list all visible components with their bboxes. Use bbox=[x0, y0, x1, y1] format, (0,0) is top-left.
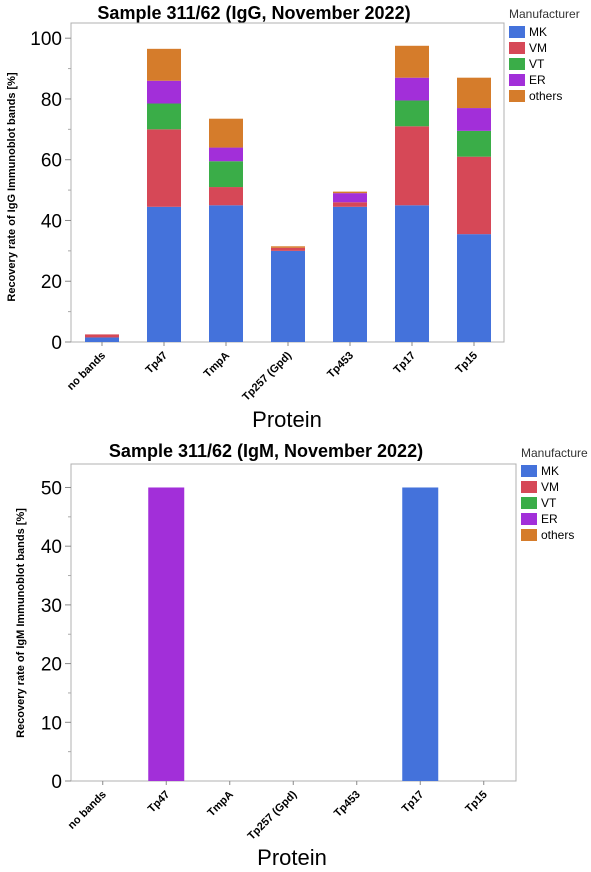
igg-legend: MK VM VT ER others bbox=[509, 25, 562, 103]
igm-x-tick-label: Tp257 (Gpd) bbox=[246, 788, 300, 842]
igg-x-tick-label: Tp17 bbox=[391, 350, 418, 377]
igm-legend-label-er: ER bbox=[541, 512, 558, 526]
igg-legend-swatch-mk bbox=[509, 26, 525, 38]
igg-y-tick-label: 20 bbox=[41, 272, 62, 293]
igm-legend-swatch-vm bbox=[521, 481, 537, 493]
igg-x-tick-label: Tp15 bbox=[453, 350, 480, 377]
igm-legend-swatch-others bbox=[521, 529, 537, 541]
igg-bar-er-5 bbox=[395, 77, 429, 101]
igg-x-ticks: no bands Tp47 TmpA Tp257 (Gpd) Tp453 Tp17 Tp15 bbox=[65, 342, 480, 403]
igg-bar-er-2 bbox=[209, 147, 243, 162]
igm-x-tick-label: no bands bbox=[66, 789, 109, 832]
igm-x-ticks: no bands Tp47 TmpA Tp257 (Gpd) Tp453 Tp17 Tp15 bbox=[66, 781, 490, 842]
igg-bar-mk-3 bbox=[271, 250, 305, 342]
igg-bar-er-1 bbox=[147, 80, 181, 104]
igg-y-tick-label: 0 bbox=[51, 333, 62, 354]
igg-y-tick-label: 60 bbox=[41, 151, 62, 172]
igm-y-axis-label: Recovery rate of IgM Immunoblot bands [%… bbox=[15, 508, 27, 738]
igg-chart-title: Sample 311/62 (IgG, November 2022) bbox=[97, 3, 410, 23]
igg-bar-mk-6 bbox=[457, 234, 491, 342]
igm-bar-mk-5 bbox=[402, 487, 439, 781]
igm-y-tick-label: 0 bbox=[51, 772, 62, 793]
igm-x-tick-label: Tp17 bbox=[400, 789, 427, 816]
igg-y-axis-label: Recovery rate of IgG Immunoblot bands [%… bbox=[6, 72, 18, 302]
igm-legend-label-vt: VT bbox=[541, 496, 557, 510]
igg-legend-label-vm: VM bbox=[529, 41, 547, 55]
igg-x-tick-label: Tp47 bbox=[143, 350, 170, 377]
igg-y-ticks: 0 20 40 60 80 100 bbox=[30, 29, 71, 354]
igm-chart-title: Sample 311/62 (IgM, November 2022) bbox=[109, 441, 423, 461]
igg-x-tick-label: Tp257 (Gpd) bbox=[240, 349, 294, 403]
igg-bar-mk-4 bbox=[333, 206, 367, 342]
igg-bar-er-4 bbox=[333, 193, 367, 203]
igg-legend-label-mk: MK bbox=[529, 25, 547, 39]
igg-bar-vt-2 bbox=[209, 161, 243, 188]
igg-bar-mk-1 bbox=[147, 206, 181, 342]
igg-bar-vt-1 bbox=[147, 103, 181, 130]
igm-plot-frame bbox=[70, 463, 517, 782]
igg-y-tick-label: 80 bbox=[41, 90, 62, 111]
igg-bar-er-6 bbox=[457, 108, 491, 131]
igm-y-tick-label: 40 bbox=[41, 537, 62, 558]
igg-legend-swatch-vm bbox=[509, 42, 525, 54]
igm-y-tick-label: 50 bbox=[41, 478, 62, 499]
igm-y-tick-label: 30 bbox=[41, 596, 62, 617]
igm-legend-swatch-er bbox=[521, 513, 537, 525]
igg-bar-others-3 bbox=[271, 246, 305, 248]
igm-legend-title: Manufacture bbox=[521, 446, 588, 460]
igm-x-tick-label: Tp47 bbox=[146, 789, 173, 816]
igm-x-tick-label: TmpA bbox=[205, 789, 236, 820]
igg-bar-others-6 bbox=[457, 77, 491, 109]
igg-bar-others-5 bbox=[395, 45, 429, 78]
igg-bar-vm-2 bbox=[209, 187, 243, 206]
igg-bar-vm-5 bbox=[395, 126, 429, 206]
igm-legend-label-vm: VM bbox=[541, 480, 559, 494]
igg-bar-vt-5 bbox=[395, 100, 429, 127]
igg-bar-vm-3 bbox=[271, 247, 305, 251]
igm-bars bbox=[148, 487, 439, 781]
igm-y-ticks: 0 10 20 30 40 50 bbox=[41, 478, 71, 793]
igm-x-tick-label: Tp15 bbox=[463, 789, 490, 816]
igg-bar-vm-0 bbox=[85, 334, 119, 338]
igg-x-axis-label: Protein bbox=[252, 407, 322, 432]
igm-legend-swatch-vt bbox=[521, 497, 537, 509]
igg-legend-label-er: ER bbox=[529, 73, 546, 87]
igg-bar-vt-6 bbox=[457, 130, 491, 157]
igm-x-tick-label: Tp453 bbox=[332, 789, 363, 820]
igm-legend-swatch-mk bbox=[521, 465, 537, 477]
igm-legend: MK VM VT ER others bbox=[521, 464, 574, 542]
igg-x-tick-label: no bands bbox=[65, 350, 108, 393]
igg-legend-title: Manufacturer bbox=[509, 7, 580, 21]
igg-bar-mk-5 bbox=[395, 205, 429, 342]
igg-legend-label-others: others bbox=[529, 89, 562, 103]
igg-chart: Sample 311/62 (IgG, November 2022) Recov… bbox=[6, 3, 580, 432]
igm-y-tick-label: 10 bbox=[41, 713, 62, 734]
igg-bar-vm-4 bbox=[333, 202, 367, 207]
igg-bar-vm-1 bbox=[147, 129, 181, 207]
igg-legend-swatch-er bbox=[509, 74, 525, 86]
igg-y-tick-label: 100 bbox=[30, 29, 62, 50]
igm-x-axis-label: Protein bbox=[257, 845, 327, 870]
igg-bar-mk-0 bbox=[85, 337, 119, 342]
igg-legend-label-vt: VT bbox=[529, 57, 545, 71]
igg-bar-others-1 bbox=[147, 48, 181, 81]
igg-x-tick-label: TmpA bbox=[202, 350, 233, 381]
igm-y-tick-label: 20 bbox=[41, 655, 62, 676]
igm-legend-label-mk: MK bbox=[541, 464, 559, 478]
igg-bar-others-4 bbox=[333, 191, 367, 194]
igg-bars bbox=[85, 45, 491, 342]
igg-bar-vm-6 bbox=[457, 156, 491, 235]
igg-bar-mk-2 bbox=[209, 205, 243, 342]
igm-chart: Sample 311/62 (IgM, November 2022) Recov… bbox=[15, 441, 588, 870]
igg-y-tick-label: 40 bbox=[41, 211, 62, 232]
igm-bar-er-1 bbox=[148, 487, 185, 781]
igg-bar-others-2 bbox=[209, 118, 243, 148]
igg-legend-swatch-others bbox=[509, 90, 525, 102]
igm-legend-label-others: others bbox=[541, 528, 574, 542]
igg-x-tick-label: Tp453 bbox=[325, 350, 356, 381]
igg-legend-swatch-vt bbox=[509, 58, 525, 70]
